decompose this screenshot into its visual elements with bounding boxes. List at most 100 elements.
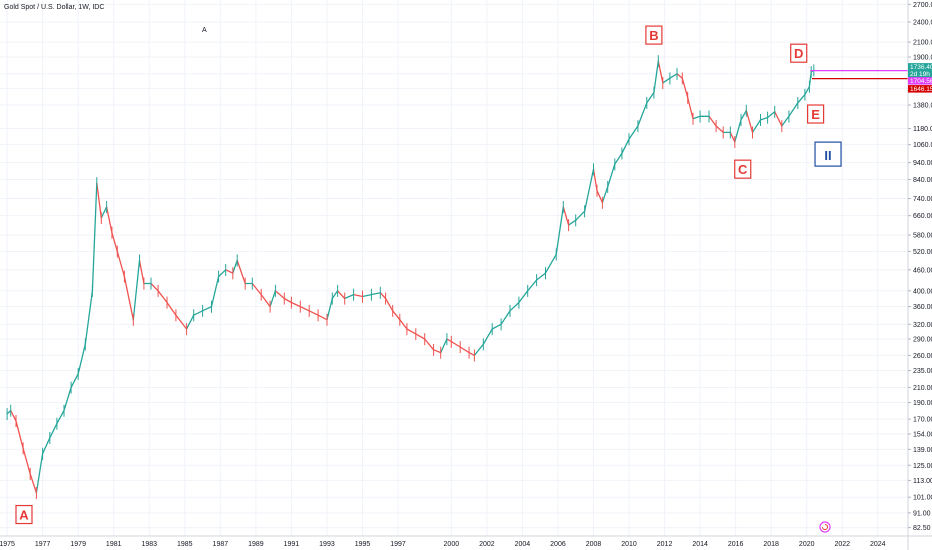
y-tick-label: 154.00	[913, 431, 932, 438]
price-segment	[22, 447, 31, 475]
x-tick-label: 1979	[70, 541, 86, 548]
price-segment	[274, 290, 285, 300]
price-segment	[132, 259, 141, 321]
time-axis[interactable]: 1975 1977 1979 1981 1983 1985 1987 1989 1991 1993…	[0, 535, 932, 548]
price-segment	[653, 60, 659, 94]
price-segment	[201, 305, 213, 312]
price-segment	[138, 259, 145, 285]
price-badge: 1646.15	[908, 85, 932, 93]
x-tick-label: 1985	[177, 541, 193, 548]
price-badge-text: 1736.40	[910, 64, 932, 71]
y-tick-label: 290.00	[913, 337, 932, 344]
x-tick-label: 2022	[834, 541, 850, 548]
y-tick-label: 2100.00	[913, 40, 932, 47]
y-tick-label: 91.00	[913, 510, 931, 517]
price-segment	[150, 282, 159, 292]
price-segment	[676, 73, 683, 79]
price-segment	[232, 259, 238, 274]
price-segment	[352, 293, 364, 298]
x-tick-label: 1993	[319, 541, 335, 548]
price-badge: 1704.56	[908, 77, 932, 85]
x-tick-label: 2008	[586, 541, 602, 548]
price-segment	[567, 219, 577, 226]
y-tick-label: 260.00	[913, 353, 932, 360]
x-tick-label: 2010	[621, 541, 637, 548]
y-tick-label: 360.00	[913, 304, 932, 311]
price-segment	[236, 259, 246, 285]
price-badge-bg	[908, 85, 932, 93]
wave-label-b: B	[645, 25, 663, 45]
price-segment	[210, 275, 220, 308]
price-segment	[326, 297, 333, 321]
symbol-title: Gold Spot / U.S. Dollar, 1W, IDC	[4, 4, 104, 11]
x-tick-label: 2004	[515, 541, 531, 548]
price-segment	[745, 109, 754, 134]
price-segment	[379, 292, 387, 300]
wave-label-box	[814, 141, 842, 167]
price-segment	[518, 290, 529, 304]
price-segment	[123, 275, 134, 321]
y-tick-label: 660.00	[913, 213, 932, 220]
y-tick-label: 460.00	[913, 267, 932, 274]
price-segment	[260, 293, 271, 308]
price-segment	[406, 328, 417, 335]
price-segment	[432, 349, 442, 354]
y-tick-label: 82.50	[913, 525, 931, 532]
wave-label-box	[15, 504, 33, 525]
price-segment	[157, 290, 168, 304]
price-segment	[193, 310, 204, 316]
replay-icon[interactable]	[819, 521, 831, 533]
price-segment	[91, 182, 98, 292]
y-tick-label: 520.00	[913, 249, 932, 256]
price-segment	[424, 338, 435, 351]
price-badge-text: 1704.56	[910, 78, 932, 85]
price-segment	[774, 111, 783, 127]
price-segment	[491, 323, 502, 330]
y-tick-label: 1380.00	[913, 103, 932, 110]
wave-label-text: B	[649, 28, 658, 43]
price-segment	[797, 93, 806, 104]
price-segment	[225, 269, 234, 274]
price-series	[6, 55, 815, 499]
price-segment	[766, 111, 776, 119]
x-tick-label: 2002	[479, 541, 495, 548]
price-segment	[10, 409, 17, 422]
x-tick-label: 1997	[390, 541, 406, 548]
y-tick-label: 940.00	[913, 160, 932, 167]
x-tick-label: 2012	[657, 541, 673, 548]
wave-label-box	[790, 43, 808, 63]
x-tick-label: 1995	[355, 541, 371, 548]
wave-label-e: E	[807, 104, 825, 124]
price-segment	[583, 168, 595, 212]
price-segment	[592, 168, 598, 192]
price-segment	[740, 109, 747, 121]
price-segment	[41, 437, 51, 455]
x-tick-label: 1981	[106, 541, 122, 548]
price-segment	[63, 386, 72, 412]
price-segment	[662, 77, 671, 84]
price-segment	[446, 338, 452, 343]
price-segment	[751, 119, 762, 134]
y-tick-label: 1060.00	[913, 142, 932, 149]
price-segment	[166, 301, 177, 316]
price-segment	[729, 131, 736, 143]
x-tick-label: 1975	[0, 541, 15, 548]
x-tick-label: 2020	[799, 541, 815, 548]
x-tick-label: 1987	[213, 541, 229, 548]
wave-label-text: C	[738, 162, 748, 177]
price-segment	[562, 206, 570, 226]
price-segment	[217, 269, 227, 278]
price-segment	[283, 297, 293, 304]
price-segment	[621, 138, 630, 155]
price-segment	[399, 319, 408, 330]
price-segment	[331, 290, 339, 300]
price-segment	[84, 290, 94, 345]
price-segment	[473, 343, 484, 357]
price-segment	[100, 206, 108, 219]
price-segment	[384, 297, 394, 312]
price-segment	[781, 115, 790, 127]
price-segment	[544, 253, 557, 274]
price-segment	[715, 125, 724, 134]
price-segment	[646, 91, 655, 104]
